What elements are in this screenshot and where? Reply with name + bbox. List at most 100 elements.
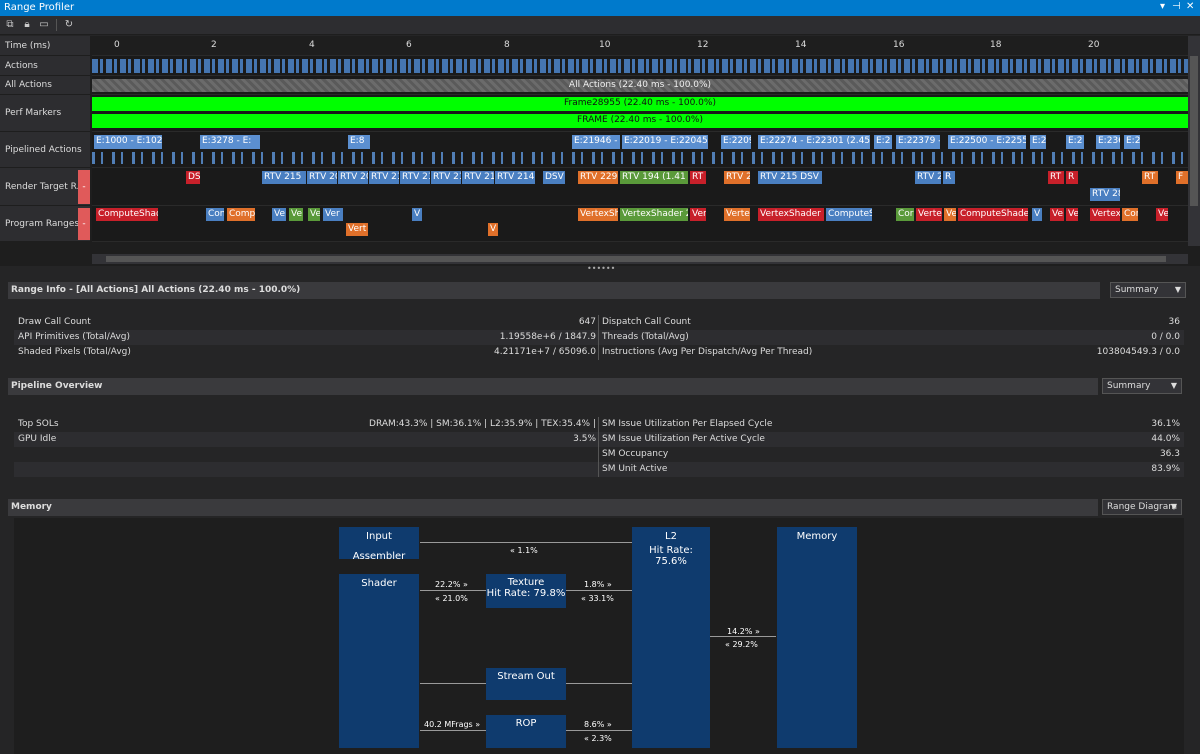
- actions-activity-strip[interactable]: [92, 59, 1188, 73]
- splitter-grip-icon[interactable]: ••••••: [587, 264, 616, 273]
- pipelined-segment[interactable]: E:2: [1124, 135, 1140, 149]
- perf-frame-bar[interactable]: Frame28955 (22.40 ms - 100.0%): [92, 97, 1188, 111]
- pin-icon[interactable]: ▭: [39, 19, 49, 30]
- stream-out-box[interactable]: Stream Out: [486, 668, 566, 700]
- rt-segment[interactable]: R: [1066, 171, 1078, 184]
- program-segment[interactable]: Ve: [1050, 208, 1064, 221]
- pipelined-segment[interactable]: E:2: [1030, 135, 1046, 149]
- timeline-vertical-scrollbar[interactable]: [1188, 36, 1200, 246]
- rop-box[interactable]: ROP: [486, 715, 566, 748]
- dropdown-icon[interactable]: ▾: [1160, 1, 1166, 12]
- l2-box[interactable]: L2 Hit Rate: 75.6%: [632, 527, 710, 748]
- rt-segment[interactable]: RTV 213: [400, 171, 430, 184]
- program-segment[interactable]: Ve: [308, 208, 320, 221]
- range-key: Threads (Total/Avg): [602, 332, 689, 342]
- pipelined-segment[interactable]: E:22379 -: [896, 135, 940, 149]
- input-assembler-box[interactable]: Input Assembler: [339, 527, 419, 562]
- l2-label: L2: [665, 531, 677, 542]
- program-segment[interactable]: Verte: [916, 208, 942, 221]
- rt-segment[interactable]: DSV: [543, 171, 565, 184]
- rt-segment[interactable]: RTV 194 (1.41 m: [620, 171, 688, 184]
- row-label-all-actions: All Actions: [0, 76, 90, 95]
- program-segment[interactable]: Con: [206, 208, 224, 221]
- program-segment[interactable]: Cor: [896, 208, 914, 221]
- program-segment[interactable]: Vertex: [1090, 208, 1120, 221]
- rt-segment[interactable]: R: [943, 171, 955, 184]
- program-segment[interactable]: V: [1032, 208, 1042, 221]
- perf-frame2-bar[interactable]: FRAME (22.40 ms - 100.0%): [92, 114, 1188, 128]
- rt-segment[interactable]: RTV 229: [578, 171, 618, 184]
- rt-segment[interactable]: DS: [186, 171, 200, 184]
- memory-header[interactable]: Memory: [8, 499, 1098, 516]
- rt-segment[interactable]: RT: [690, 171, 706, 184]
- rt-segment[interactable]: RTV 2: [724, 171, 750, 184]
- program-segment[interactable]: Compu: [227, 208, 255, 221]
- collapse-program-ranges-button[interactable]: -: [78, 208, 90, 240]
- program-segment[interactable]: VertexSha: [578, 208, 618, 221]
- pipelined-segment[interactable]: E:22500 - E:22557 (1: [948, 135, 1026, 149]
- lock-icon[interactable]: 🔒︎: [24, 19, 30, 30]
- program-segment[interactable]: ComputeSha: [826, 208, 872, 221]
- program-segment[interactable]: Cor: [1122, 208, 1138, 221]
- pipelined-segment[interactable]: E:22274 - E:22301 (2.45 ms -: [758, 135, 870, 149]
- tick-label: 20: [1088, 40, 1100, 50]
- pipelined-segment[interactable]: E:21946 - E: [572, 135, 620, 149]
- range-info-dropdown[interactable]: Summary ▼: [1110, 282, 1186, 298]
- program-segment[interactable]: VertexShader 26: [620, 208, 688, 221]
- program-segment[interactable]: V: [488, 223, 498, 236]
- memory-box[interactable]: Memory: [777, 527, 857, 748]
- program-segment[interactable]: V: [412, 208, 422, 221]
- rt-segment[interactable]: RTV 28: [1090, 188, 1120, 201]
- pipelined-segment[interactable]: E:2: [1066, 135, 1084, 149]
- program-segment[interactable]: Ve: [272, 208, 286, 221]
- layout-icon[interactable]: ⧉: [6, 19, 14, 30]
- toolbar: ⧉ 🔒︎ ▭ ↻: [0, 16, 1200, 35]
- pipelined-segment[interactable]: E:3278 - E:: [200, 135, 260, 149]
- collapse-render-target-button[interactable]: -: [78, 170, 90, 204]
- rt-segment[interactable]: RTV 214: [495, 171, 535, 184]
- texture-box[interactable]: Texture Hit Rate: 79.8%: [486, 574, 566, 608]
- program-segment[interactable]: Vert: [346, 223, 368, 236]
- rop-label: ROP: [515, 718, 537, 729]
- timeline-horizontal-scrollbar[interactable]: [92, 254, 1188, 264]
- rt-segment[interactable]: RTV 210: [369, 171, 399, 184]
- shader-box[interactable]: Shader: [339, 574, 419, 748]
- pipeline-dropdown[interactable]: Summary ▼: [1102, 378, 1182, 394]
- close-icon[interactable]: ✕: [1186, 1, 1195, 12]
- pipeline-value: 36.1%: [1151, 419, 1180, 429]
- rt-segment[interactable]: RTV 212: [462, 171, 494, 184]
- program-segment[interactable]: Ver: [690, 208, 706, 221]
- memory-dropdown[interactable]: Range Diagram ▼: [1102, 499, 1182, 515]
- scroll-thumb[interactable]: [106, 256, 1166, 262]
- rt-segment[interactable]: RTV 211: [431, 171, 461, 184]
- rt-segment[interactable]: F: [1176, 171, 1188, 184]
- rt-segment[interactable]: RT: [1142, 171, 1158, 184]
- program-segment[interactable]: Verte: [724, 208, 750, 221]
- rt-segment[interactable]: RTV 215 DSV 2 (: [758, 171, 822, 184]
- rt-segment[interactable]: RTV 215: [262, 171, 306, 184]
- program-segment[interactable]: Ver: [323, 208, 343, 221]
- pipelined-segment[interactable]: E:2209: [721, 135, 751, 149]
- pipelined-segment[interactable]: E:1000 - E:1023: [94, 135, 162, 149]
- program-segment[interactable]: ComputeShader (3: [958, 208, 1028, 221]
- program-segment[interactable]: ComputeShader: [96, 208, 158, 221]
- pipelined-segment[interactable]: E:2369: [1096, 135, 1120, 149]
- all-actions-bar[interactable]: All Actions (22.40 ms - 100.0%): [92, 79, 1188, 92]
- scroll-thumb[interactable]: [1190, 56, 1198, 206]
- pin-window-icon[interactable]: ⊣: [1172, 1, 1181, 12]
- program-segment[interactable]: Ve: [289, 208, 303, 221]
- program-segment[interactable]: VertexShader 33: [758, 208, 824, 221]
- rt-segment[interactable]: RTV 2: [915, 171, 941, 184]
- pipelined-segment[interactable]: E:22019 - E:22045 (1: [622, 135, 708, 149]
- range-info-header[interactable]: Range Info - [All Actions] All Actions (…: [8, 282, 1100, 299]
- program-segment[interactable]: Ve: [1066, 208, 1078, 221]
- pipelined-segment[interactable]: E:8: [348, 135, 370, 149]
- program-segment[interactable]: Ve: [1156, 208, 1168, 221]
- rt-segment[interactable]: RT: [1048, 171, 1064, 184]
- program-segment[interactable]: Ve: [944, 208, 956, 221]
- pipeline-overview-header[interactable]: Pipeline Overview: [8, 378, 1098, 395]
- pipelined-segment[interactable]: E:2: [874, 135, 892, 149]
- refresh-icon[interactable]: ↻: [64, 19, 74, 30]
- rt-segment[interactable]: RTV 209: [338, 171, 368, 184]
- rt-segment[interactable]: RTV 208: [307, 171, 337, 184]
